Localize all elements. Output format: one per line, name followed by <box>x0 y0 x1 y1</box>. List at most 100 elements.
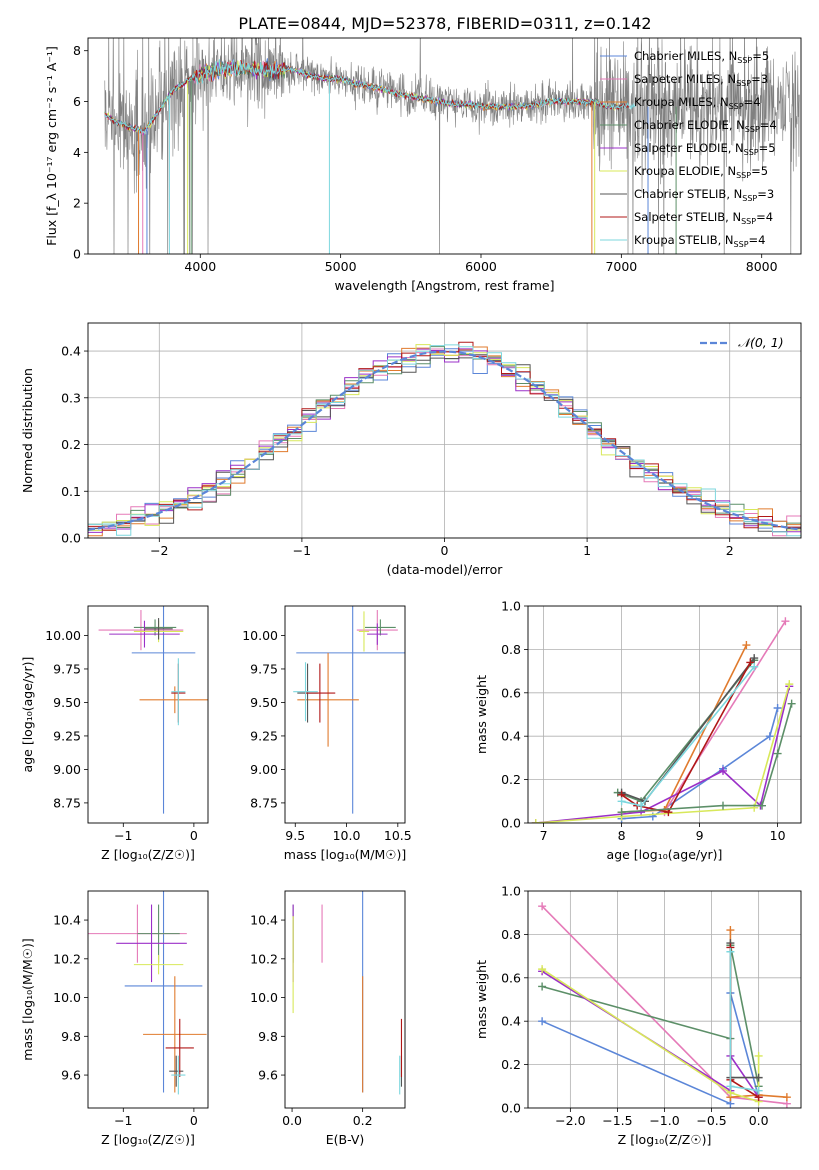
legend-model-name: Salpeter MILES <box>634 72 720 86</box>
y-tick-label: 10.2 <box>53 951 81 966</box>
weight-marker <box>726 947 735 956</box>
weight-marker <box>742 641 751 650</box>
panel-weight-vs-age: 7 8 9 10 0.0 0.2 0.4 0.6 0.8 1.0 age [log₁₀(age/yr… <box>474 599 802 863</box>
errorbar-point-1 <box>98 610 184 651</box>
y-tick-label: 0.0 <box>501 816 521 831</box>
weight-marker <box>758 801 766 810</box>
legend-nssp-value: 3 <box>761 72 768 86</box>
legend-nssp-prefix: , N <box>728 141 744 155</box>
x-tick-label: −1.5 <box>602 1113 632 1128</box>
x-tick-label: 2 <box>726 543 734 558</box>
y-tick-label: 0.6 <box>501 970 521 985</box>
y-tick-label: 0 <box>73 247 81 262</box>
x-tick-label: 7 <box>540 828 548 843</box>
legend-nssp-subscript: SSP <box>741 217 756 226</box>
x-tick-label: 6000 <box>465 259 497 274</box>
weight-marker <box>782 1093 791 1102</box>
y-tick-label: 9.8 <box>61 1029 81 1044</box>
errorbar-point-4 <box>116 904 187 983</box>
y-tick-label: 9.00 <box>250 762 278 777</box>
x-tick-label: −0.5 <box>696 1113 726 1128</box>
model-spectrum-4 <box>104 59 614 136</box>
x-tick-label: 0 <box>190 1113 198 1128</box>
legend-nssp-subscript: SSP <box>737 56 752 65</box>
weight-line-7 <box>621 662 752 814</box>
model-spectrum-8 <box>104 58 636 136</box>
y-tick-label: 10.00 <box>45 628 81 643</box>
axes-frame <box>527 890 802 1109</box>
y-axis-label: mass [log₁₀(M/M☉)] <box>20 938 35 1060</box>
y-tick-label: 10.0 <box>53 990 81 1005</box>
y-axis-label: Normed distribution <box>20 368 35 493</box>
y-tick-label: 8.75 <box>250 795 278 810</box>
legend-nssp-eq: = <box>752 49 762 63</box>
axes: −1 0 8.75 9.00 9.25 9.50 9.75 10.00 Z [log₁₀(Z/Z… <box>20 628 198 862</box>
weight-marker <box>781 617 790 626</box>
legend-nssp-prefix: , N <box>721 49 737 63</box>
weight-marker <box>719 801 727 810</box>
plot-area <box>293 606 405 814</box>
x-tick-label: 8 <box>618 828 626 843</box>
y-tick-label: 2 <box>73 196 81 211</box>
panel-age-vs-z: −1 0 8.75 9.00 9.25 9.50 9.75 10.00 Z [log₁₀(Z/Z… <box>20 605 209 862</box>
x-tick-label: 5000 <box>325 259 357 274</box>
axes: 4000 5000 6000 7000 8000 0 2 4 6 8 wavelength [Ang… <box>44 43 778 293</box>
y-tick-label: 4 <box>73 145 81 160</box>
weight-marker <box>726 1082 735 1091</box>
weight-marker <box>538 982 547 991</box>
x-tick-label: 4000 <box>184 259 216 274</box>
errorbar-point-4 <box>367 623 388 645</box>
weight-marker <box>538 902 547 911</box>
plot-area <box>98 606 208 814</box>
x-tick-label: 1 <box>583 543 591 558</box>
y-tick-label: 8.75 <box>53 795 81 810</box>
x-tick-label: −1.0 <box>649 1113 679 1128</box>
errorbar-point-8 <box>171 658 186 726</box>
axes-frame <box>87 322 802 539</box>
weight-marker <box>754 1051 763 1060</box>
x-tick-label: 9.5 <box>285 828 305 843</box>
panel-mass-vs-ebv: 0.0 0.2 9.6 9.8 10.0 10.2 10.4 E(B-V) <box>250 890 406 1147</box>
y-tick-label: 0.6 <box>501 685 521 700</box>
weight-marker <box>754 1086 763 1095</box>
y-tick-label: 9.6 <box>258 1068 278 1083</box>
x-tick-label: 10.5 <box>384 828 412 843</box>
weight-marker <box>785 680 794 689</box>
legend-label-0: Chabrier MILES, NSSP=5 <box>634 49 769 65</box>
legend-nssp-eq: = <box>757 187 767 201</box>
legend-nssp-prefix: , N <box>720 72 736 86</box>
y-tick-label: 0.0 <box>61 531 81 546</box>
errorbar-point-8 <box>171 1055 186 1095</box>
y-tick-label: 1.0 <box>501 884 521 899</box>
legend-nssp-prefix: , N <box>718 233 734 247</box>
errorbar-point-7 <box>165 1018 194 1077</box>
errorbar-point-0 <box>131 606 196 814</box>
y-tick-label: 9.6 <box>61 1068 81 1083</box>
x-axis-label: Z [log₁₀(Z/Z☉)] <box>101 1132 195 1147</box>
x-tick-label: −1 <box>114 828 132 843</box>
legend-nssp-subscript: SSP <box>736 79 751 88</box>
errorbar-point-0 <box>296 606 405 814</box>
panel-residuals: −2 −1 0 1 2 0.0 0.1 0.2 0.3 0.4 (data-model)/error… <box>20 322 802 577</box>
axes: 7 8 9 10 0.0 0.2 0.4 0.6 0.8 1.0 age [log₁₀(age/yr… <box>474 599 786 863</box>
legend-label-1: Salpeter MILES, NSSP=3 <box>634 72 768 88</box>
x-tick-label: 0.0 <box>749 1113 769 1128</box>
legend-nssp-prefix: , N <box>720 164 736 178</box>
x-axis-label: E(B-V) <box>326 1132 365 1147</box>
legend-nssp-subscript: SSP <box>729 102 744 111</box>
weight-marker <box>637 801 646 810</box>
legend-label-4: Salpeter ELODIE, NSSP=5 <box>634 141 776 157</box>
legend-nssp-eq: = <box>749 233 759 247</box>
x-tick-label: −2 <box>150 543 168 558</box>
x-axis-label: wavelength [Angstrom, rest frame] <box>334 278 554 293</box>
plot-area <box>104 38 800 254</box>
axes: 9.5 10.0 10.5 8.75 9.00 9.25 9.50 9.75 10.00 mass… <box>242 628 412 862</box>
legend-model-name: Chabrier MILES <box>634 49 721 63</box>
x-tick-label: 0 <box>190 828 198 843</box>
errorbar-point-2 <box>143 976 207 1093</box>
plot-area <box>292 891 403 1095</box>
weight-marker <box>754 1073 763 1082</box>
figure-title: PLATE=0844, MJD=52378, FIBERID=0311, z=0… <box>238 14 651 33</box>
legend-nssp-prefix: , N <box>729 118 745 132</box>
